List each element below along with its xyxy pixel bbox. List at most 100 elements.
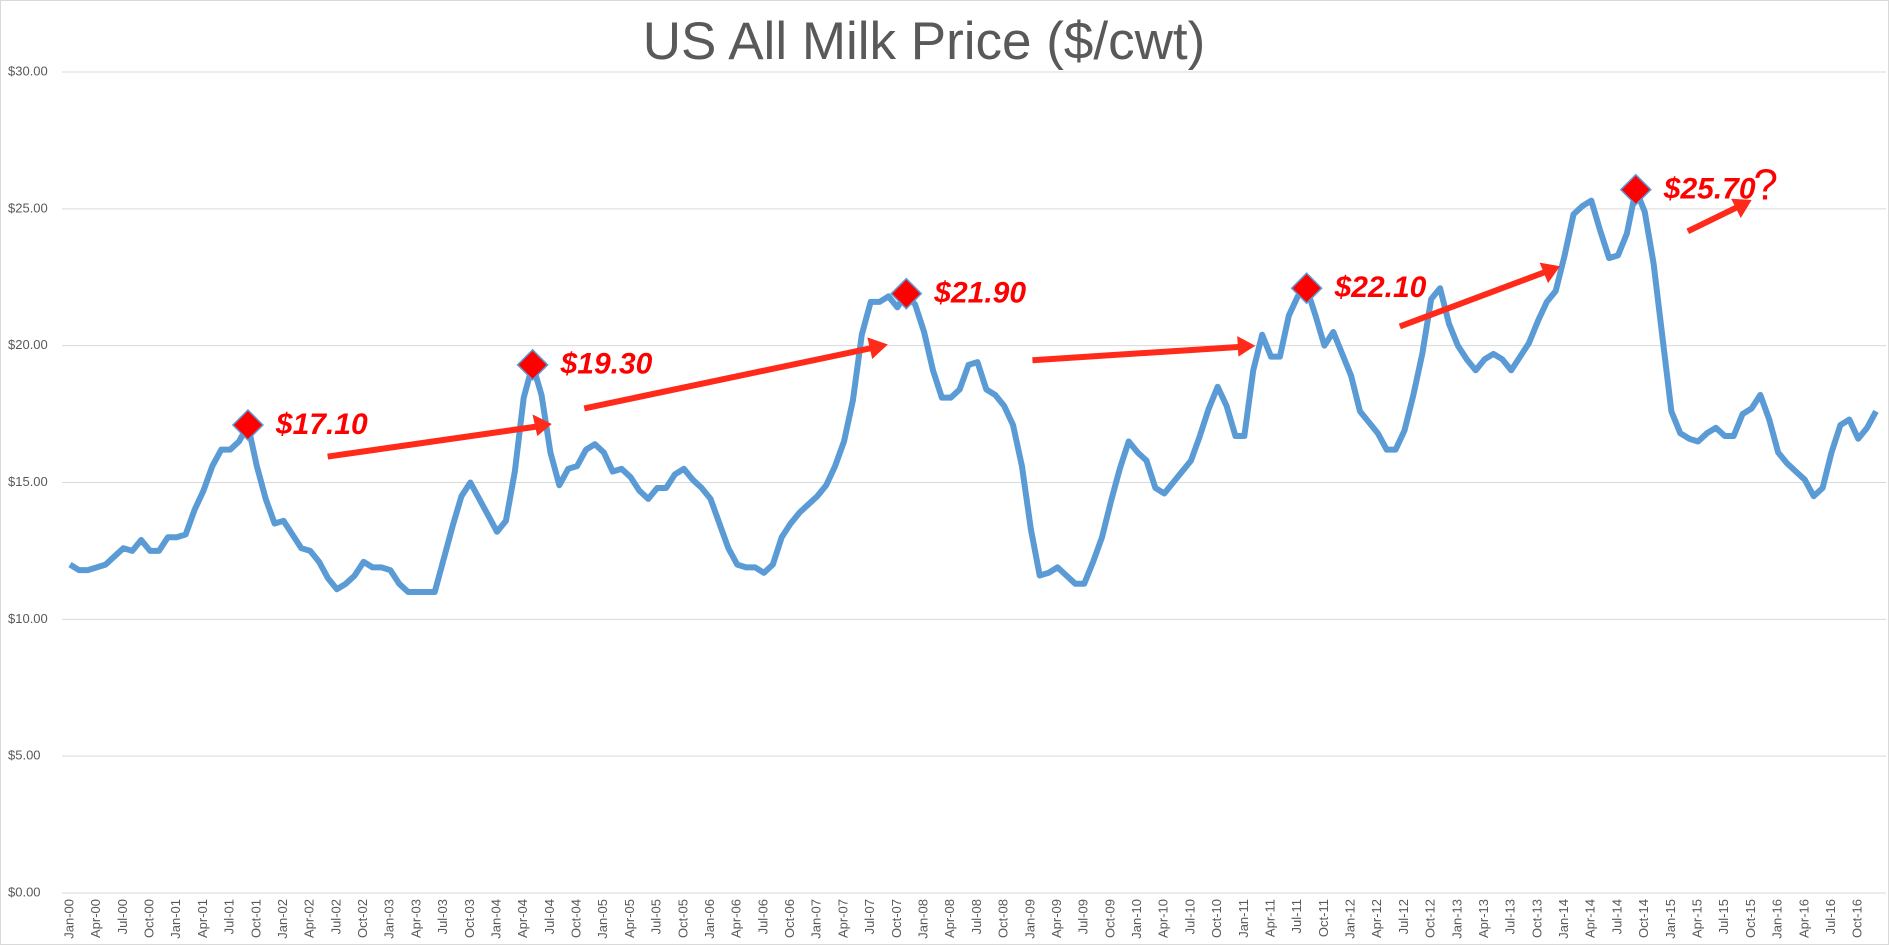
x-tick-label: Oct-11 — [1316, 899, 1331, 937]
x-tick-label: Jan-14 — [1556, 899, 1571, 939]
arrow-head — [532, 414, 552, 437]
x-tick-label: Oct-09 — [1102, 899, 1117, 938]
arrow-head — [1237, 336, 1256, 357]
x-tick-label: Oct-07 — [889, 899, 904, 938]
x-tick-label: Jan-08 — [916, 899, 931, 939]
arrow-head — [867, 337, 888, 360]
x-tick-label: Jul-08 — [969, 899, 984, 934]
x-tick-label: Apr-04 — [515, 899, 530, 938]
peak-marker — [1290, 272, 1323, 305]
x-tick-label: Jan-00 — [61, 899, 76, 939]
x-tick-label: Oct-10 — [1209, 899, 1224, 938]
x-tick-label: Jan-12 — [1343, 899, 1358, 939]
arrow — [1032, 343, 1239, 364]
peak-label: $21.90 — [933, 277, 1026, 310]
x-tick-label: Jan-04 — [488, 899, 503, 939]
x-tick-label: Apr-07 — [835, 899, 850, 938]
trend-arrows — [327, 198, 1752, 460]
x-tick-label: Jan-15 — [1663, 899, 1678, 939]
x-tick-label: Jul-01 — [222, 899, 237, 934]
x-tick-label: Jul-00 — [115, 899, 130, 934]
x-tick-label: Apr-09 — [1049, 899, 1064, 938]
x-tick-label: Apr-14 — [1583, 899, 1598, 938]
y-tick-label: $15.00 — [8, 474, 48, 489]
x-tick-label: Jul-09 — [1076, 899, 1091, 934]
x-tick-label: Oct-01 — [248, 899, 263, 938]
arrow — [583, 345, 872, 412]
x-tick-label: Oct-03 — [462, 899, 477, 938]
x-tick-label: Jan-01 — [168, 899, 183, 939]
x-tick-label: Apr-13 — [1476, 899, 1491, 938]
chart-title: US All Milk Price ($/cwt) — [643, 12, 1205, 71]
x-tick-label: Jan-16 — [1770, 899, 1785, 939]
y-tick-label: $20.00 — [8, 337, 48, 352]
x-tick-label: Jul-12 — [1396, 899, 1411, 934]
peak-marker — [890, 277, 923, 310]
peak-label: $25.70 — [1663, 173, 1756, 206]
arrow-head — [1539, 262, 1561, 284]
plot — [68, 186, 1879, 595]
peak-label: $17.10 — [275, 408, 368, 441]
x-tick-label: Oct-16 — [1850, 899, 1865, 938]
x-tick-label: Jul-07 — [862, 899, 877, 934]
x-tick-label: Jul-13 — [1503, 899, 1518, 934]
x-tick-label: Jan-07 — [809, 899, 824, 939]
x-tick-label: Oct-14 — [1636, 899, 1651, 938]
x-tick-label: Apr-03 — [408, 899, 423, 938]
peak-marker — [516, 348, 549, 381]
y-tick-label: $25.00 — [8, 200, 48, 215]
x-tick-label: Oct-06 — [782, 899, 797, 938]
x-tick-label: Jan-05 — [595, 899, 610, 939]
x-tick-label: Jul-16 — [1823, 899, 1838, 934]
x-tick-label: Oct-15 — [1743, 899, 1758, 938]
x-tick-label: Jul-15 — [1716, 899, 1731, 934]
x-tick-label: Jul-05 — [649, 899, 664, 934]
x-tick-label: Oct-02 — [355, 899, 370, 938]
peak-label: $19.30 — [560, 348, 653, 381]
y-tick-label: $10.00 — [8, 611, 48, 626]
x-tick-label: Jul-04 — [542, 899, 557, 934]
peak-marker — [231, 408, 264, 442]
x-tick-label: Oct-00 — [142, 899, 157, 938]
x-tick-label: Jul-06 — [755, 899, 770, 934]
x-tick-label: Jul-11 — [1289, 899, 1304, 933]
peak-label: $22.10 — [1334, 271, 1427, 304]
y-tick-label: $30.00 — [8, 63, 48, 78]
price-line — [68, 186, 1879, 595]
x-tick-label: Apr-11 — [1262, 899, 1277, 937]
x-tick-label: Jul-02 — [328, 899, 343, 934]
x-tick-label: Apr-01 — [195, 899, 210, 938]
x-tick-label: Oct-05 — [675, 899, 690, 938]
x-tick-label: Oct-13 — [1529, 899, 1544, 938]
x-tick-label: Oct-12 — [1423, 899, 1438, 938]
x-tick-label: Oct-08 — [996, 899, 1011, 938]
arrow-head — [1731, 198, 1752, 219]
x-tick-label: Jan-10 — [1129, 899, 1144, 939]
x-tick-label: Jan-11 — [1236, 899, 1251, 938]
peak-marker — [1619, 173, 1652, 206]
x-tick-label: Jan-09 — [1022, 899, 1037, 939]
arrow — [1686, 204, 1739, 235]
x-tick-label: Apr-06 — [729, 899, 744, 938]
x-tick-label: Jul-03 — [435, 899, 450, 934]
x-tick-label: Apr-15 — [1690, 899, 1705, 938]
y-tick-label: $0.00 — [8, 884, 41, 899]
x-tick-label: Apr-10 — [1156, 899, 1171, 938]
x-tick-label: Jul-14 — [1609, 899, 1624, 934]
grid: $0.00 $5.00 $10.00 $15.00 $20.00 $25.00 $30.00… — [8, 63, 1886, 939]
y-tick-label: $5.00 — [8, 748, 41, 763]
x-tick-label: Oct-04 — [569, 899, 584, 938]
arrow — [1398, 269, 1546, 330]
x-tick-label: Jan-13 — [1449, 899, 1464, 939]
x-tick-label: Apr-16 — [1796, 899, 1811, 938]
x-tick-label: Jan-02 — [275, 899, 290, 939]
x-tick-label: Jan-06 — [702, 899, 717, 939]
x-tick-label: Jan-03 — [382, 899, 397, 939]
x-tick-label: Apr-05 — [622, 899, 637, 938]
x-tick-label: Jul-10 — [1182, 899, 1197, 934]
x-tick-label: Apr-08 — [942, 899, 957, 938]
x-tick-label: Apr-00 — [88, 899, 103, 938]
arrow — [327, 423, 538, 460]
